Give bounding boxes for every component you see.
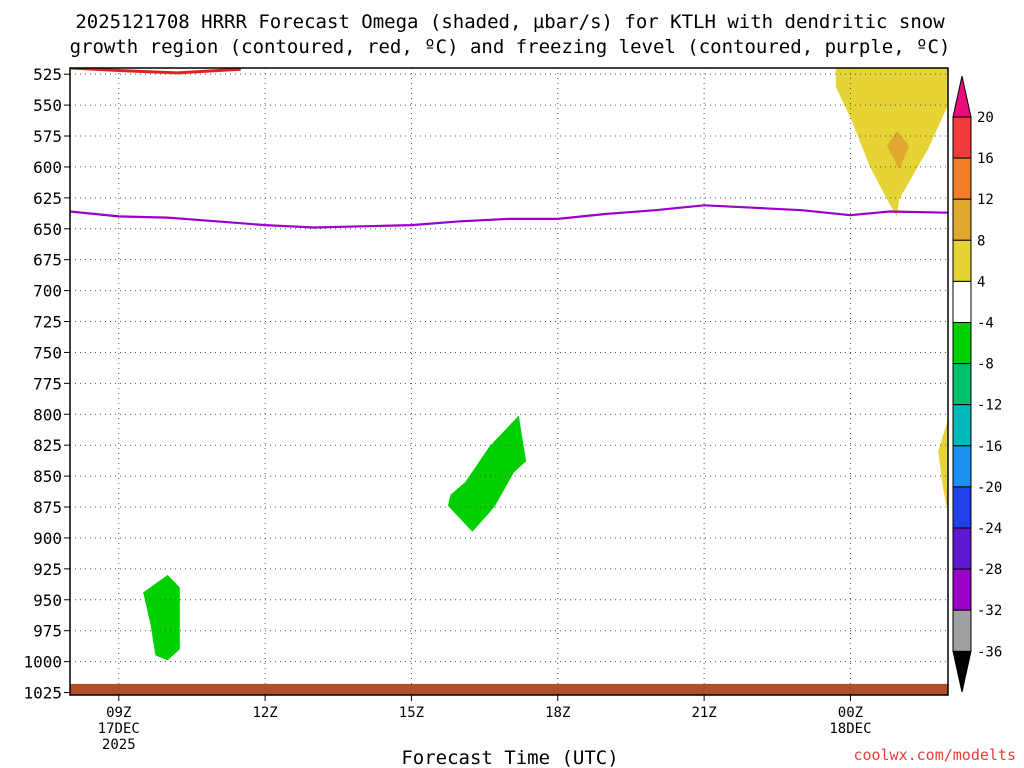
chart-title-line1: 2025121708 HRRR Forecast Omega (shaded, … <box>75 11 945 33</box>
colorbar-segment-10 <box>952 527 972 570</box>
y-tick-label-650: 650 <box>33 220 62 239</box>
colorbar-segment-1 <box>952 157 972 200</box>
colorbar-segment-6 <box>952 363 972 406</box>
x-tick-label: 18DEC <box>829 721 871 737</box>
y-axis: 525 550 575 600 625 650 675 700 725 750 775 800 825 8… <box>23 65 70 703</box>
y-tick-label-825: 825 <box>33 436 62 455</box>
colorbar-segment-8 <box>952 445 972 488</box>
omega-region-2 <box>938 419 948 514</box>
colorbar-label: 20 <box>977 110 994 126</box>
colorbar-top-arrow <box>952 75 972 118</box>
colorbar-label: -20 <box>977 480 1002 496</box>
colorbar-label: -12 <box>977 398 1002 414</box>
colorbar-segment-11 <box>952 568 972 611</box>
y-tick-label-700: 700 <box>33 282 62 301</box>
colorbar-segment-5 <box>952 322 972 365</box>
omega-region-1 <box>887 131 909 170</box>
plot-area <box>70 68 948 695</box>
y-tick-label-575: 575 <box>33 127 62 146</box>
colorbar-segment-2 <box>952 198 972 241</box>
omega-region-3 <box>448 415 527 532</box>
plot-inner <box>70 68 948 695</box>
y-tick-label-775: 775 <box>33 374 62 393</box>
colorbar-label: 16 <box>977 151 994 167</box>
y-tick-label-750: 750 <box>33 343 62 362</box>
x-tick-label: 00Z <box>838 705 863 721</box>
x-tick-label: 21Z <box>691 705 716 721</box>
colorbar-label: 4 <box>977 274 985 290</box>
chart-title-line2: growth region (contoured, red, ºC) and f… <box>70 36 951 58</box>
colorbar-segment-7 <box>952 404 972 447</box>
y-tick-label-875: 875 <box>33 498 62 517</box>
x-tick-label: 2025 <box>102 737 136 753</box>
colorbar-segment-9 <box>952 486 972 529</box>
colorbar-label: -4 <box>977 316 994 332</box>
surface-band <box>70 683 948 695</box>
colorbar: 20 16 12 8 4 -4 -8 -12 -16 -20 -24 -28 -32 -36 <box>952 75 1002 693</box>
y-tick-label-550: 550 <box>33 96 62 115</box>
colorbar-segment-12 <box>952 609 972 652</box>
x-tick-label: 09Z <box>106 705 131 721</box>
colorbar-bottom-arrow <box>952 650 972 693</box>
x-axis-title: Forecast Time (UTC) <box>401 747 618 768</box>
y-tick-label-1000: 1000 <box>23 653 62 672</box>
colorbar-label: -32 <box>977 603 1002 619</box>
plot-frame <box>69 67 949 696</box>
y-tick-label-900: 900 <box>33 529 62 548</box>
y-tick-label-800: 800 <box>33 405 62 424</box>
colorbar-segment-3 <box>952 239 972 282</box>
y-tick-label-1025: 1025 <box>23 684 62 703</box>
colorbar-segment-0 <box>952 116 972 159</box>
y-tick-label-675: 675 <box>33 251 62 270</box>
x-tick-label: 17DEC <box>98 721 140 737</box>
y-tick-label-850: 850 <box>33 467 62 486</box>
colorbar-label: -28 <box>977 562 1002 578</box>
colorbar-label: -8 <box>977 357 994 373</box>
x-tick-label: 18Z <box>545 705 570 721</box>
y-tick-label-625: 625 <box>33 189 62 208</box>
x-tick-label: 15Z <box>399 705 424 721</box>
y-tick-label-600: 600 <box>33 158 62 177</box>
y-tick-label-950: 950 <box>33 591 62 610</box>
colorbar-label: -16 <box>977 439 1002 455</box>
freezing-level-line <box>70 204 948 229</box>
y-tick-label-975: 975 <box>33 622 62 641</box>
colorbar-label: 12 <box>977 192 994 208</box>
y-tick-label-525: 525 <box>33 65 62 84</box>
x-tick-label: 12Z <box>252 705 277 721</box>
colorbar-segment-4 <box>952 280 972 323</box>
y-tick-label-725: 725 <box>33 313 62 332</box>
colorbar-label: -24 <box>977 521 1002 537</box>
colorbar-label: 8 <box>977 233 985 249</box>
omega-region-4 <box>143 575 180 661</box>
colorbar-label: -36 <box>977 644 1002 660</box>
y-tick-label-925: 925 <box>33 560 62 579</box>
credit-link[interactable]: coolwx.com/modelts <box>853 746 1016 764</box>
dgz-contour-0 <box>70 68 241 75</box>
